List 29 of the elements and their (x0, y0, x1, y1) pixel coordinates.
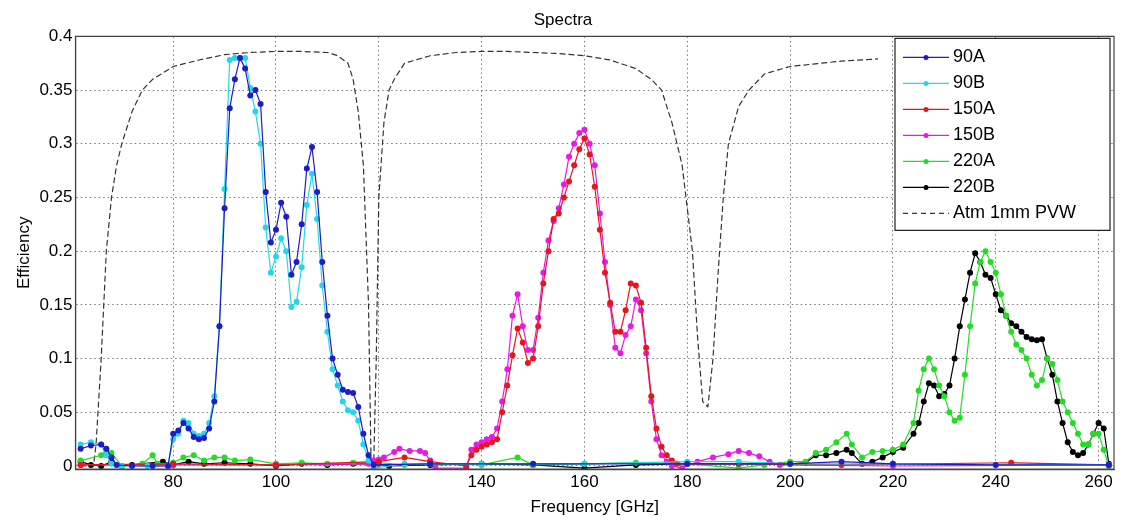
legend-label: 150A (953, 98, 996, 119)
x-tick-label: 100 (261, 472, 291, 492)
y-axis-title: Efficiency (13, 216, 33, 290)
y-tick-label: 0.05 (39, 401, 73, 421)
y-tick-label: 0.15 (39, 294, 73, 314)
x-tick-label: 200 (775, 472, 805, 492)
y-tick-label: 0.25 (39, 187, 73, 207)
y-tick-label: 0.35 (39, 79, 73, 99)
legend-label: Atm 1mm PVW (953, 202, 1077, 223)
x-tick-label: 160 (570, 472, 599, 492)
x-tick-label: 120 (364, 472, 393, 492)
x-tick-label: 260 (1084, 472, 1113, 492)
legend-label: 220B (953, 176, 996, 197)
chart-title: Spectra (533, 9, 593, 29)
y-tick-label: 0 (63, 455, 73, 475)
x-tick-label: 140 (467, 472, 496, 492)
y-tick-label: 0.1 (48, 348, 73, 368)
x-axis-title: Frequency [GHz] (530, 497, 659, 517)
legend-label: 90A (953, 46, 986, 67)
x-tick-label: 180 (673, 472, 702, 492)
x-tick-label: 80 (163, 472, 183, 492)
x-tick-label: 220 (878, 472, 908, 492)
y-tick-label: 0.2 (48, 240, 73, 260)
y-tick-label: 0.3 (48, 133, 73, 153)
x-tick-label: 240 (981, 472, 1010, 492)
legend-label: 150B (953, 124, 996, 145)
legend-label: 90B (953, 72, 986, 93)
legend-label: 220A (953, 150, 996, 171)
y-tick-label: 0.4 (48, 26, 73, 46)
